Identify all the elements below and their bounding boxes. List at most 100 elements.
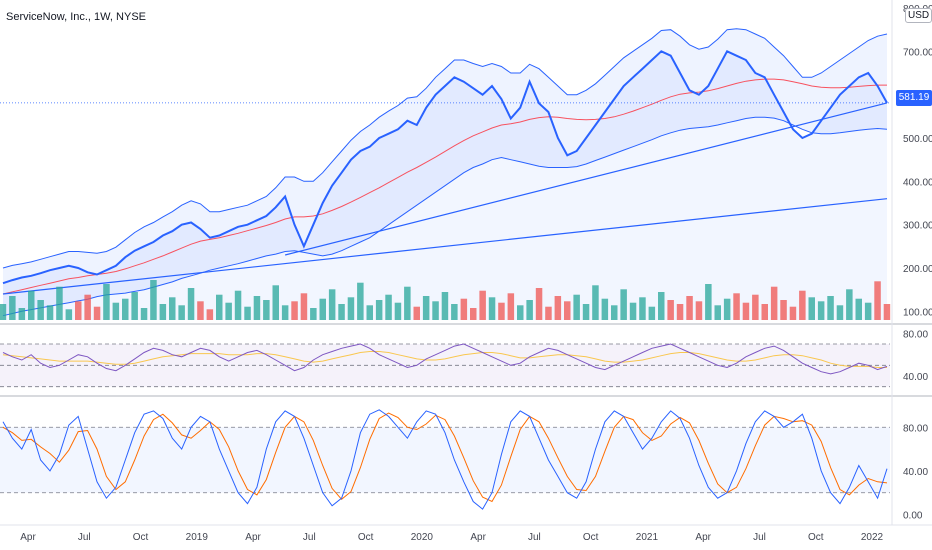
volume-bar: [103, 284, 110, 320]
volume-bar: [84, 294, 91, 320]
volume-bar: [291, 301, 298, 320]
volume-bar: [507, 293, 515, 320]
volume-bar: [328, 289, 336, 320]
price-line[interactable]: [2, 49, 888, 285]
volume-bar: [385, 294, 392, 320]
volume-bar: [347, 297, 355, 320]
volume-bar: [592, 285, 599, 320]
stochastic-pane[interactable]: [0, 409, 890, 510]
volume-bar: [18, 308, 26, 320]
volume-bar: [422, 296, 430, 320]
volume-bar: [75, 301, 82, 320]
volume-bar: [470, 308, 477, 320]
price-tick-label: 400.00: [903, 177, 932, 188]
time-tick-label: Oct: [808, 532, 824, 543]
volume-bar: [808, 297, 815, 320]
time-tick-label: Apr: [695, 532, 711, 543]
time-tick-label: 2019: [186, 532, 209, 543]
time-tick-label: Jul: [753, 532, 766, 543]
volume-bar: [253, 296, 261, 320]
volume-bar: [705, 284, 712, 320]
volume-bar: [799, 290, 806, 320]
volume-bar: [263, 300, 270, 320]
volume-bar: [206, 309, 214, 320]
price-tick-label: 700.00: [903, 47, 932, 58]
time-tick-label: Jul: [78, 532, 91, 543]
volume-bar: [498, 302, 505, 320]
volume-bar: [319, 298, 326, 320]
volume-bar: [874, 281, 881, 320]
volume-bar: [714, 305, 721, 320]
price-pane[interactable]: [0, 28, 890, 321]
volume-bar: [582, 304, 590, 320]
time-tick-label: Apr: [245, 532, 261, 543]
time-tick-label: Oct: [583, 532, 599, 543]
volume-bar: [0, 304, 7, 320]
volume-bar: [676, 304, 684, 320]
volume-bar: [404, 286, 411, 320]
volume-bar: [216, 294, 223, 320]
trendline-0[interactable]: [2, 198, 888, 295]
volume-bar: [817, 301, 825, 320]
time-tick-label: Apr: [470, 532, 486, 543]
chart-title: ServiceNow, Inc., 1W, NYSE: [6, 11, 146, 23]
volume-bar: [695, 301, 703, 320]
volume-bar: [159, 304, 167, 320]
stochastic-k-line[interactable]: [2, 409, 888, 510]
stochastic-d-line: [2, 412, 888, 503]
price-tick-label: 300.00: [903, 221, 932, 232]
volume-bar: [122, 298, 129, 320]
time-tick-label: Oct: [358, 532, 374, 543]
currency-badge[interactable]: USD: [905, 8, 932, 23]
volume-bar: [432, 301, 439, 320]
volume-bar: [827, 296, 834, 320]
rsi-line[interactable]: [2, 343, 888, 375]
time-tick-label: Apr: [20, 532, 36, 543]
stochastic-tick-label: 0.00: [903, 511, 923, 522]
volume-bar: [554, 296, 562, 320]
volume-bar: [234, 290, 242, 320]
volume-bar: [272, 285, 279, 320]
volume-bar: [150, 280, 157, 320]
volume-bar: [686, 296, 693, 320]
trendline-1[interactable]: [284, 102, 888, 256]
volume-bar: [639, 297, 646, 320]
stochastic-tick-label: 80.00: [903, 423, 928, 434]
volume-pane: [0, 280, 932, 397]
volume-bar: [178, 305, 185, 320]
moving-average-line: [2, 78, 887, 295]
volume-bar: [112, 302, 120, 320]
volume-bar: [197, 301, 204, 320]
volume-bar: [742, 302, 750, 320]
bollinger-fill: [3, 28, 887, 316]
rsi-pane[interactable]: [0, 343, 890, 388]
volume-bar: [770, 286, 778, 320]
volume-bar: [413, 306, 420, 320]
volume-bar: [187, 288, 195, 320]
volume-bar: [517, 305, 524, 320]
volume-bar: [488, 297, 496, 320]
time-tick-label: 2020: [411, 532, 434, 543]
volume-bar: [56, 286, 63, 320]
volume-bar: [9, 296, 16, 320]
volume-bar: [535, 288, 543, 320]
last-price-badge: 581.19: [896, 90, 932, 106]
rsi-tick-label: 80.00: [903, 329, 928, 340]
price-tick-label: 200.00: [903, 264, 932, 275]
volume-bar: [366, 305, 373, 320]
volume-bar: [836, 305, 844, 320]
volume-bar: [620, 289, 627, 320]
volume-bar: [846, 289, 853, 320]
volume-bar: [169, 297, 176, 320]
volume-bar: [667, 300, 674, 320]
volume-bar: [479, 290, 486, 320]
volume-bar: [131, 292, 138, 320]
volume-bar: [752, 294, 759, 320]
volume-bar: [140, 308, 148, 320]
volume-bar: [28, 290, 35, 320]
volume-bar: [883, 304, 891, 320]
volume-bar: [526, 300, 533, 320]
volume-bar: [658, 292, 665, 320]
time-tick-label: 2022: [861, 532, 884, 543]
